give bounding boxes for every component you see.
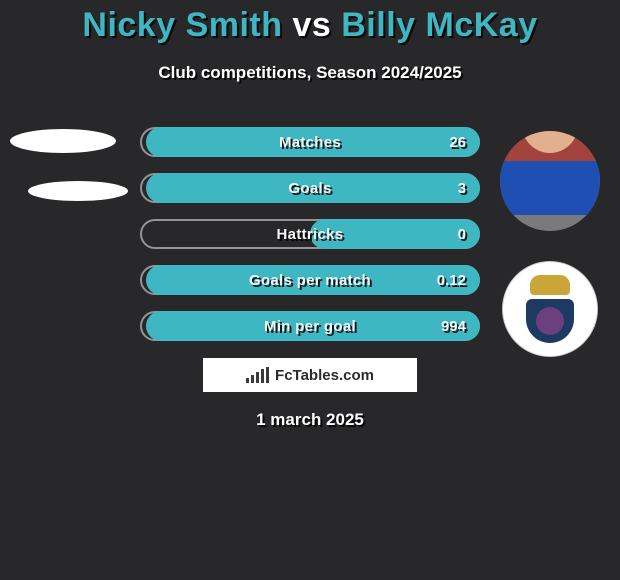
stat-row: Matches26 <box>140 127 480 157</box>
title-player1: Nicky Smith <box>82 6 282 44</box>
stat-row: Goals per match0.12 <box>140 265 480 295</box>
bar-label: Goals per match <box>140 265 480 295</box>
title-vs: vs <box>292 6 331 44</box>
bar-value-right: 0 <box>458 219 466 249</box>
brand-text: FcTables.com <box>275 367 374 384</box>
bar-label: Goals <box>140 173 480 203</box>
ellipse-placeholder <box>28 181 128 201</box>
bar-value-right: 26 <box>449 127 466 157</box>
player-avatar <box>500 131 600 231</box>
avatar-skin <box>522 131 578 153</box>
title-player2: Billy McKay <box>341 6 537 44</box>
page-title: Nicky Smith vs Billy McKay <box>0 0 620 45</box>
bar-label: Hattricks <box>140 219 480 249</box>
crest-flower-icon <box>536 307 564 335</box>
club-crest <box>502 261 598 357</box>
stat-row: Hattricks0 <box>140 219 480 249</box>
bars-container: Matches26 Goals3 Hattricks0 Goals per match… <box>140 127 480 357</box>
bar-value-right: 3 <box>458 173 466 203</box>
crest-bird-icon <box>530 275 570 295</box>
stat-row: Min per goal994 <box>140 311 480 341</box>
bar-chart-icon <box>246 367 269 383</box>
subtitle: Club competitions, Season 2024/2025 <box>0 63 620 83</box>
bar-value-right: 0.12 <box>437 265 466 295</box>
bar-label: Matches <box>140 127 480 157</box>
comparison-infographic: Nicky Smith vs Billy McKay Club competit… <box>0 0 620 580</box>
bar-label: Min per goal <box>140 311 480 341</box>
crest-inner <box>503 262 597 356</box>
brand-link[interactable]: FcTables.com <box>203 358 417 392</box>
stats-chart: Matches26 Goals3 Hattricks0 Goals per match… <box>0 127 620 347</box>
bar-value-right: 994 <box>441 311 466 341</box>
ellipse-placeholder <box>10 129 116 153</box>
date-label: 1 march 2025 <box>0 410 620 430</box>
crest-shield-icon <box>526 299 574 343</box>
stat-row: Goals3 <box>140 173 480 203</box>
